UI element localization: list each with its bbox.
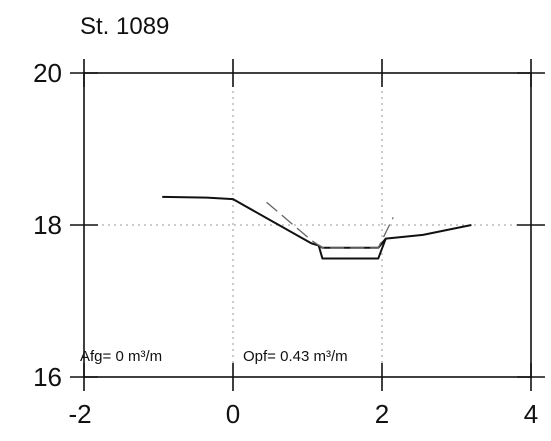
chart-title: St. 1089 bbox=[80, 13, 169, 40]
x-tick-label: 0 bbox=[226, 399, 240, 429]
x-tick-label: -2 bbox=[68, 399, 91, 429]
afg-annotation: Afg= 0 m³/m bbox=[80, 348, 162, 365]
series-line-1 bbox=[162, 195, 472, 249]
x-tick-label: 2 bbox=[375, 399, 389, 429]
y-tick-label: 16 bbox=[33, 362, 62, 392]
x-tick-label: 4 bbox=[524, 399, 538, 429]
grid-lines bbox=[84, 73, 531, 377]
series-line-2 bbox=[317, 238, 387, 260]
series-layer bbox=[162, 195, 472, 260]
axis-ticks bbox=[70, 59, 545, 391]
series-line-3 bbox=[266, 201, 394, 249]
y-tick-label: 20 bbox=[33, 58, 62, 88]
opf-annotation: Opf= 0.43 m³/m bbox=[243, 348, 348, 365]
y-tick-label: 18 bbox=[33, 210, 62, 240]
